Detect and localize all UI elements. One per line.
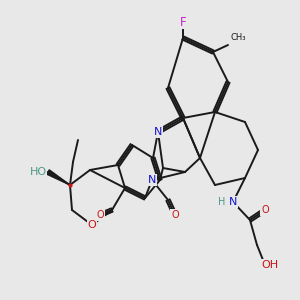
Text: N: N bbox=[154, 127, 162, 137]
Text: O: O bbox=[261, 205, 269, 215]
Text: N: N bbox=[148, 175, 156, 185]
Polygon shape bbox=[47, 170, 70, 185]
Text: CH₃: CH₃ bbox=[230, 34, 246, 43]
Text: HO: HO bbox=[29, 167, 46, 177]
Text: N: N bbox=[229, 197, 237, 207]
Text: O: O bbox=[88, 220, 96, 230]
Text: H: H bbox=[218, 197, 226, 207]
Text: O: O bbox=[96, 210, 104, 220]
Text: F: F bbox=[180, 16, 186, 28]
Text: O: O bbox=[171, 210, 179, 220]
Text: OH: OH bbox=[261, 260, 279, 270]
